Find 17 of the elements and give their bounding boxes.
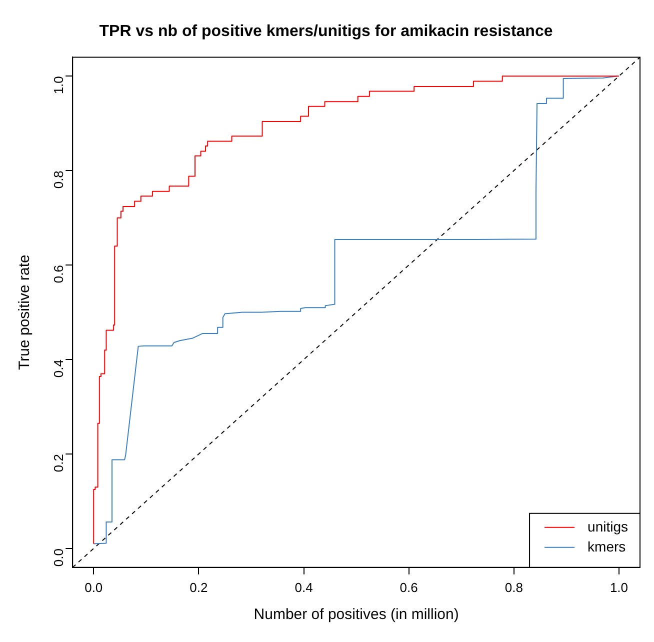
y-tick-label: 0.4	[51, 360, 66, 378]
x-tick-label: 0.0	[84, 580, 103, 595]
y-tick-label: 0.2	[51, 454, 66, 472]
y-tick-label: 1.0	[51, 76, 66, 94]
legend-label: kmers	[588, 538, 626, 554]
y-tick-label: 0.0	[51, 548, 66, 567]
y-tick-label: 0.8	[51, 170, 66, 189]
x-tick-label: 0.6	[400, 580, 418, 595]
legend-label: unitigs	[588, 518, 628, 534]
x-axis-title: Number of positives (in million)	[254, 606, 459, 624]
x-tick-label: 0.2	[190, 580, 208, 595]
x-tick-label: 0.8	[504, 580, 523, 595]
chart-title: TPR vs nb of positive kmers/unitigs for amikacin resistance	[99, 23, 553, 40]
x-tick-label: 1.0	[610, 580, 628, 595]
x-tick-label: 0.4	[294, 580, 313, 595]
y-axis-title: True positive rate	[16, 254, 34, 370]
y-tick-label: 0.6	[51, 265, 66, 284]
